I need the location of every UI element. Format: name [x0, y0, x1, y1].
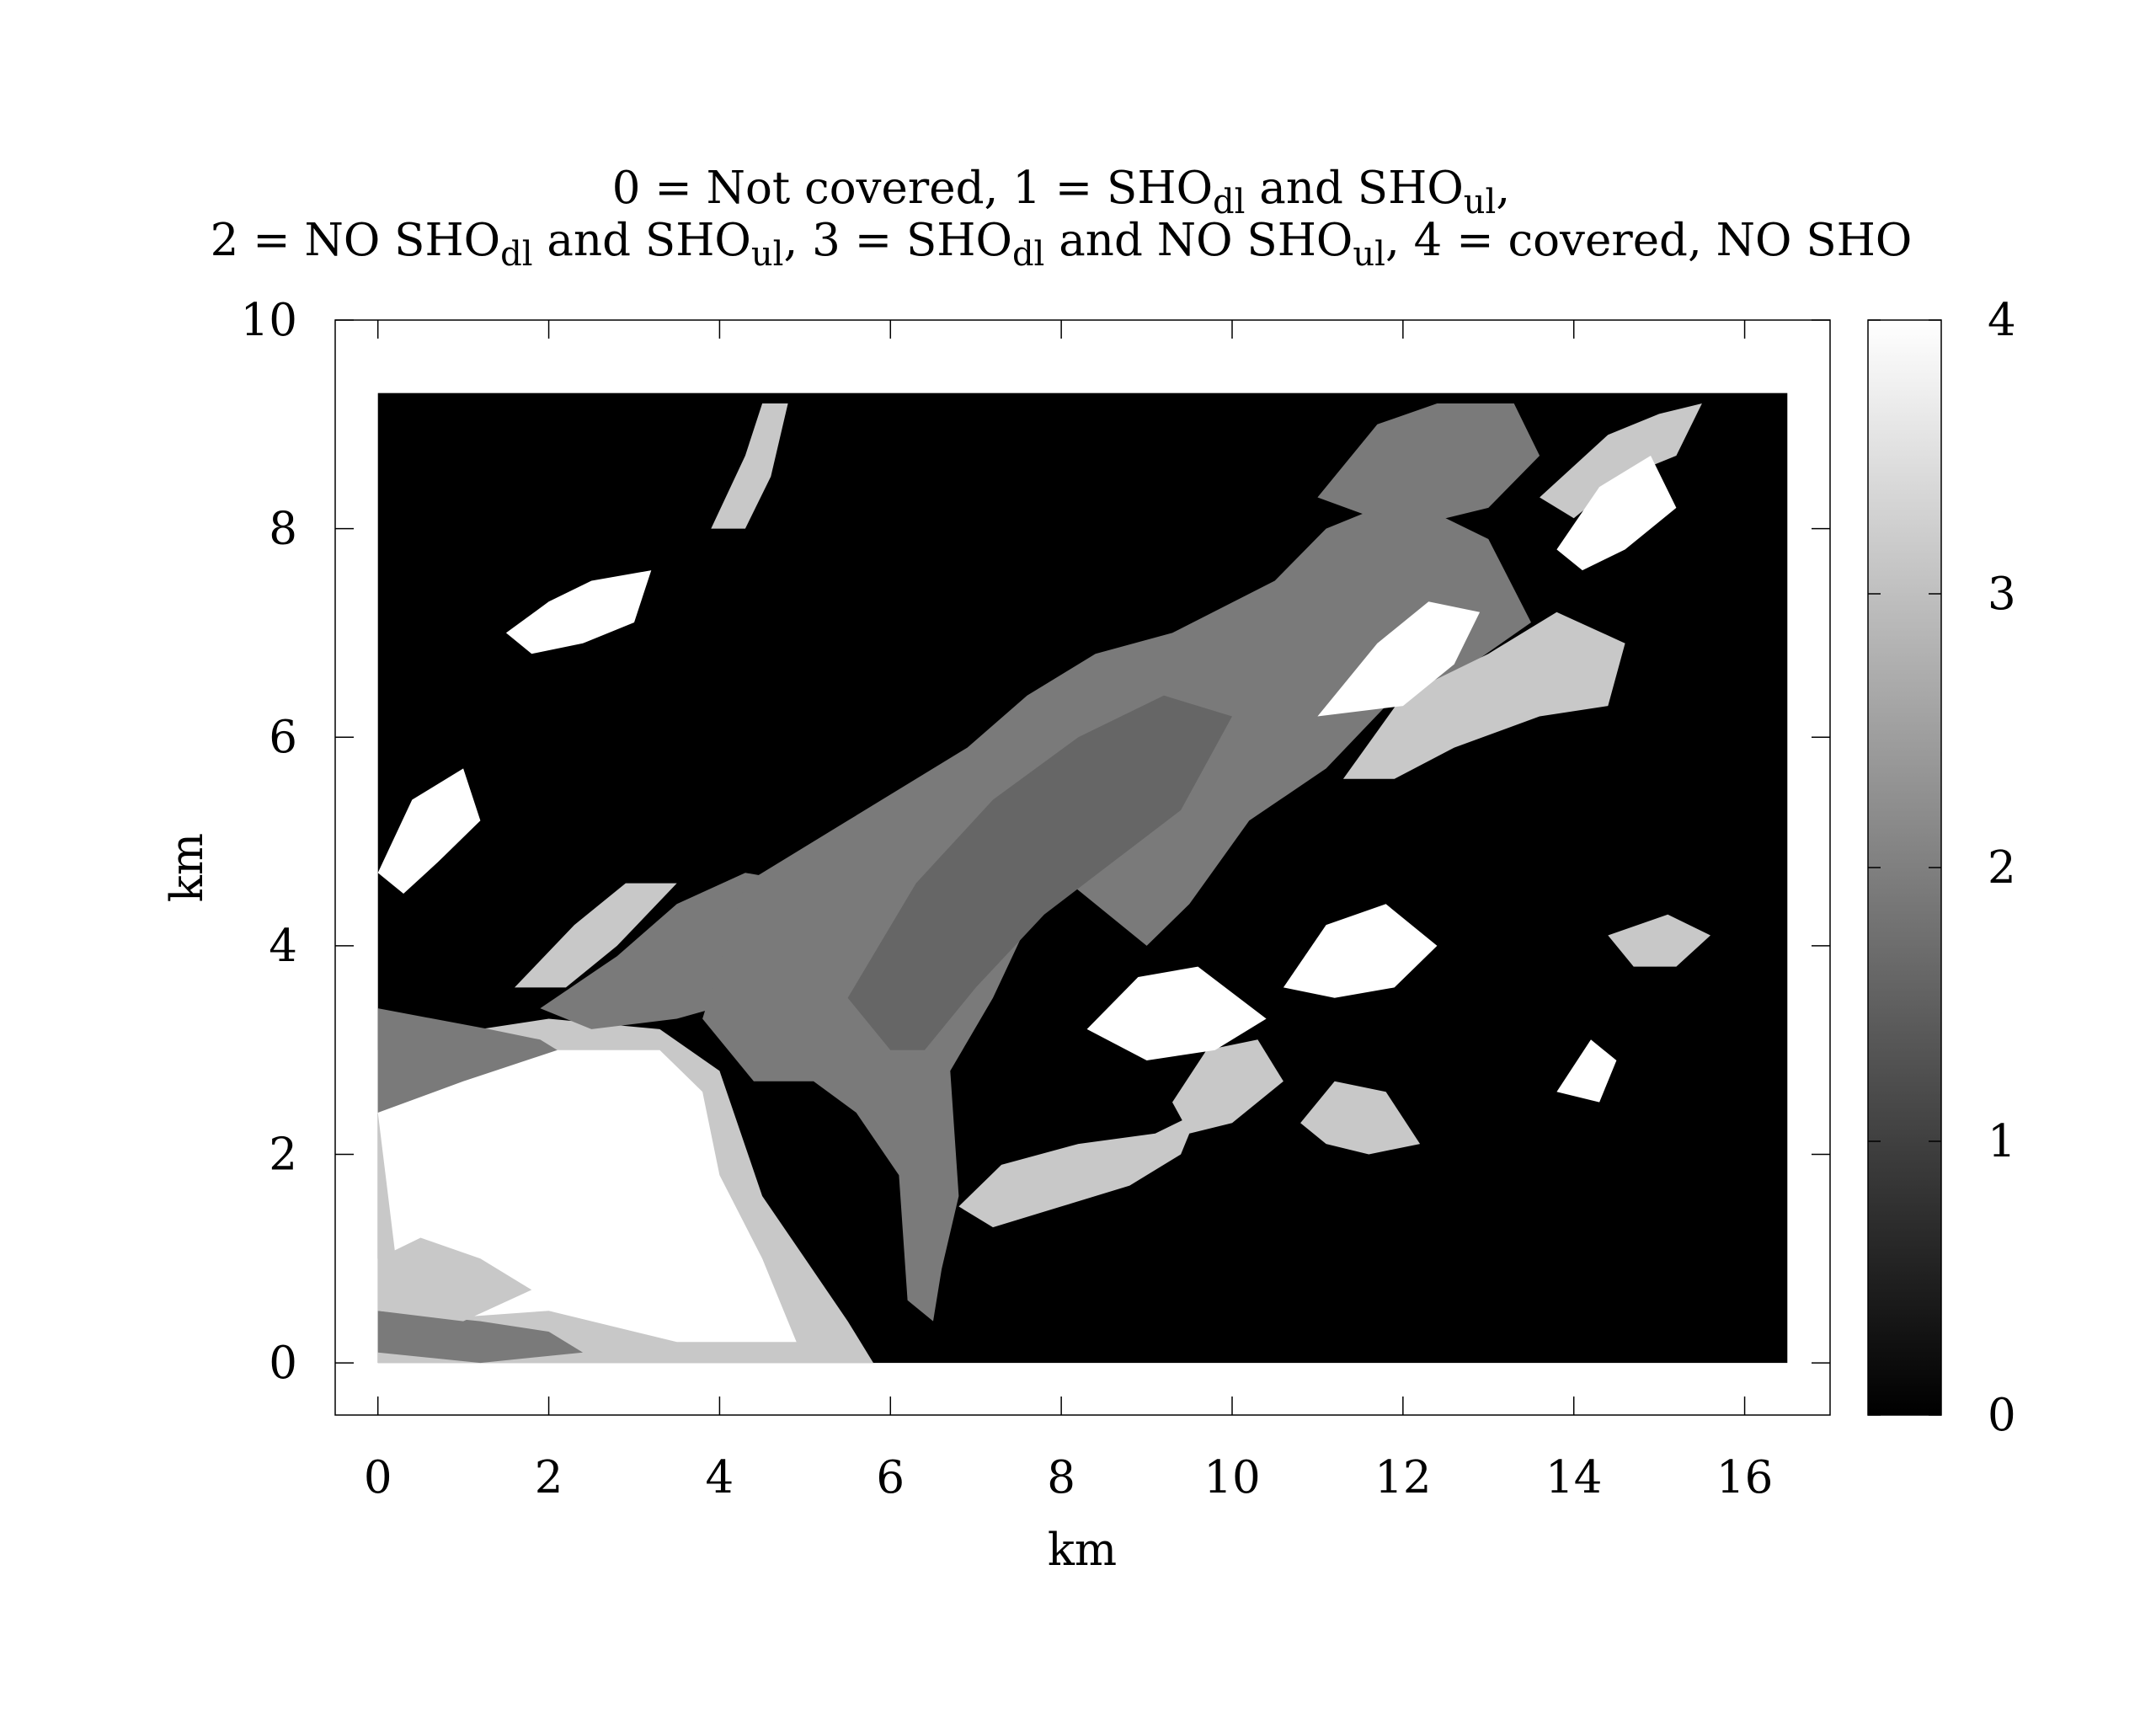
heatmap-region-value-4	[1086, 966, 1267, 1060]
title-subscript: ul	[751, 235, 784, 274]
y-tick-label: 8	[269, 504, 297, 555]
colorbar-ticks: 0 1 2 3 4	[1868, 295, 2016, 1441]
axis-ticks: 0 2 4 6 8 10 12 14 16 0 2 4 6 8 10	[241, 295, 1830, 1503]
x-tick-label: 8	[1047, 1452, 1075, 1503]
title-subscript: ul	[1464, 183, 1497, 222]
heatmap-region-value-3	[1608, 914, 1710, 967]
colorbar-tick-label: 4	[1988, 295, 2016, 346]
heatmap-region-value-3	[958, 1113, 1198, 1228]
heatmap-region-value-4	[377, 768, 481, 894]
colorbar-tick-label: 3	[1988, 569, 2016, 620]
x-axis-label: km	[1048, 1525, 1117, 1576]
heatmap-region-value-4	[1283, 904, 1438, 998]
plot-frame	[334, 319, 1831, 1416]
title-subscript: dl	[1012, 235, 1044, 274]
heatmap-region-value-2	[377, 1008, 558, 1113]
y-axis-label: km	[162, 833, 213, 902]
y-tick-label: 4	[269, 921, 297, 972]
heatmap-region-value-4	[1556, 456, 1677, 571]
y-tick-label: 2	[269, 1129, 297, 1180]
x-tick-label: 0	[364, 1452, 392, 1503]
colorbar-tick-label: 2	[1988, 842, 2016, 894]
title-text: and SHO	[1245, 163, 1463, 214]
title-text: and NO SHO	[1044, 215, 1353, 266]
heatmap-region-value-3	[377, 1237, 532, 1322]
title-text: 0 = Not covered, 1 = SHO	[612, 163, 1213, 214]
heatmap-region-value-3	[1172, 1039, 1283, 1134]
heatmap-image	[377, 393, 1788, 1364]
title-text: 2 = NO SHO	[211, 215, 500, 266]
colorbar-tick-label: 1	[1988, 1116, 2016, 1167]
y-tick-label: 6	[269, 712, 297, 763]
heatmap-region-value-3	[1342, 611, 1625, 779]
y-tick-label: 0	[269, 1338, 297, 1389]
heatmap-region-value-2	[377, 1311, 584, 1364]
title-subscript: ul	[1353, 235, 1385, 274]
y-tick-label: 10	[241, 295, 297, 346]
title-text: and SHO	[533, 215, 751, 266]
heatmap-region-value-3	[1540, 403, 1702, 519]
x-tick-label: 14	[1545, 1452, 1602, 1503]
title-text: ,	[1496, 163, 1510, 214]
heatmap-region-value-4	[1556, 1039, 1617, 1103]
x-tick-label: 6	[876, 1452, 905, 1503]
x-tick-label: 10	[1203, 1452, 1260, 1503]
title-subscript: dl	[500, 235, 532, 274]
heatmap-region-value-4	[1317, 601, 1481, 717]
heatmap-region-value-3	[515, 883, 677, 988]
title-text: , 3 = SHO	[783, 215, 1012, 266]
colorbar: 0 1 2 3 4	[1867, 295, 2016, 1441]
heatmap-region-value-4	[505, 570, 652, 654]
title-text: , 4 = covered, NO SHO	[1385, 215, 1912, 266]
x-tick-label: 2	[535, 1452, 563, 1503]
x-tick-label: 4	[706, 1452, 734, 1503]
heatmap-region-value-2	[1317, 403, 1540, 529]
title-subscript: dl	[1213, 183, 1245, 222]
chart-title-line-1: 0 = Not covered, 1 = SHOdl and SHOul,	[612, 163, 1510, 222]
heatmap-region-value-2	[702, 497, 1531, 1322]
colorbar-tick-label: 0	[1988, 1390, 2016, 1441]
x-tick-label: 12	[1374, 1452, 1431, 1503]
heatmap-region-value-3	[711, 403, 788, 529]
x-tick-label: 16	[1716, 1452, 1773, 1503]
chart-title-line-2: 2 = NO SHOdl and SHOul, 3 = SHOdl and NO…	[211, 215, 1913, 274]
heatmap-region-value-3	[1300, 1081, 1421, 1155]
heatmap-plot-area: 0 2 4 6 8 10 12 14 16 0 2 4 6 8 10	[241, 295, 1831, 1503]
heatmap-region-value-1	[847, 695, 1232, 1050]
